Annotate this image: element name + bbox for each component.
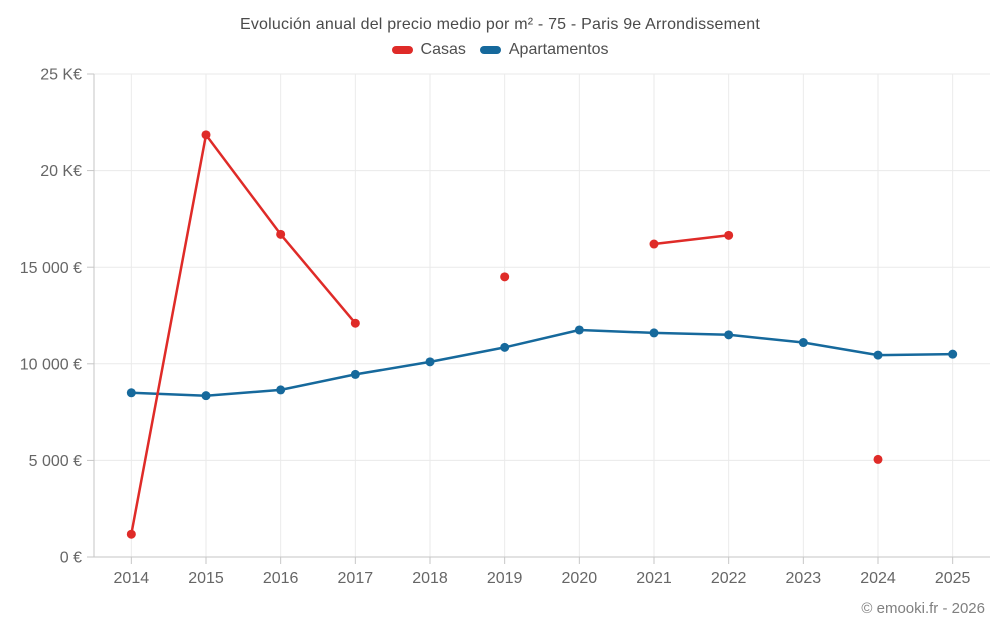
y-axis-label: 10 000 € — [20, 356, 82, 373]
y-axis-label: 20 K€ — [40, 163, 82, 180]
x-axis-label: 2018 — [412, 570, 448, 587]
casas-point-2022[interactable] — [724, 230, 734, 240]
apartamentos-point-2014[interactable] — [126, 388, 136, 398]
legend-label-casas: Casas — [420, 41, 466, 58]
casas-point-2016[interactable] — [276, 229, 286, 239]
x-axis-label: 2023 — [786, 570, 822, 587]
y-axis-label: 15 000 € — [20, 260, 82, 277]
apartamentos-point-2019[interactable] — [500, 342, 510, 352]
apartamentos-legend-swatch — [479, 46, 501, 54]
apartamentos-point-2024[interactable] — [873, 350, 883, 360]
x-axis-label: 2015 — [188, 570, 224, 587]
apartamentos-point-2015[interactable] — [201, 391, 211, 401]
legend-item-apartamentos[interactable]: Apartamentos — [479, 41, 609, 59]
y-axis-label: 5 000 € — [29, 453, 82, 470]
apartamentos-point-2020[interactable] — [574, 325, 584, 335]
x-axis-label: 2020 — [562, 570, 598, 587]
casas-point-2015[interactable] — [201, 130, 211, 140]
apartamentos-point-2022[interactable] — [724, 330, 734, 340]
apartamentos-point-2018[interactable] — [425, 357, 435, 367]
apartamentos-line — [130, 328, 954, 397]
apartamentos-point-2021[interactable] — [649, 328, 659, 338]
casas-point-2021[interactable] — [649, 239, 659, 249]
x-axis-label: 2019 — [487, 570, 523, 587]
apartamentos-point-2023[interactable] — [798, 338, 808, 348]
legend: Casas Apartamentos — [0, 41, 1000, 59]
x-axis-label: 2025 — [935, 570, 971, 587]
casas-point-2014[interactable] — [126, 529, 136, 539]
apartamentos-point-2016[interactable] — [276, 385, 286, 395]
y-axis-label: 25 K€ — [40, 67, 82, 84]
x-axis-label: 2016 — [263, 570, 299, 587]
apartamentos-point-2025[interactable] — [948, 349, 958, 359]
credit-link[interactable]: © emooki.fr - 2026 — [861, 600, 985, 617]
x-axis-label: 2014 — [114, 570, 150, 587]
legend-item-casas[interactable]: Casas — [391, 41, 466, 59]
x-axis-label: 2017 — [338, 570, 374, 587]
x-axis-label: 2021 — [636, 570, 672, 587]
casas-point-2024[interactable] — [873, 454, 883, 464]
apartamentos-point-2017[interactable] — [350, 369, 360, 379]
chart-title: Evolución anual del precio medio por m² … — [239, 16, 761, 33]
x-axis-label: 2024 — [860, 570, 896, 587]
casas-point-2019[interactable] — [500, 272, 510, 282]
legend-label-apartamentos: Apartamentos — [508, 41, 609, 58]
casas-point-2017[interactable] — [350, 318, 360, 328]
casas-legend-swatch — [391, 46, 413, 54]
x-axis-label: 2022 — [711, 570, 747, 587]
y-axis-label: 0 € — [60, 550, 82, 567]
